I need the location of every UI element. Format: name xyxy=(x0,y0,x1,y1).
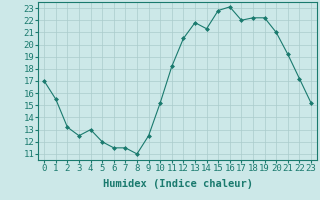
X-axis label: Humidex (Indice chaleur): Humidex (Indice chaleur) xyxy=(103,179,252,189)
